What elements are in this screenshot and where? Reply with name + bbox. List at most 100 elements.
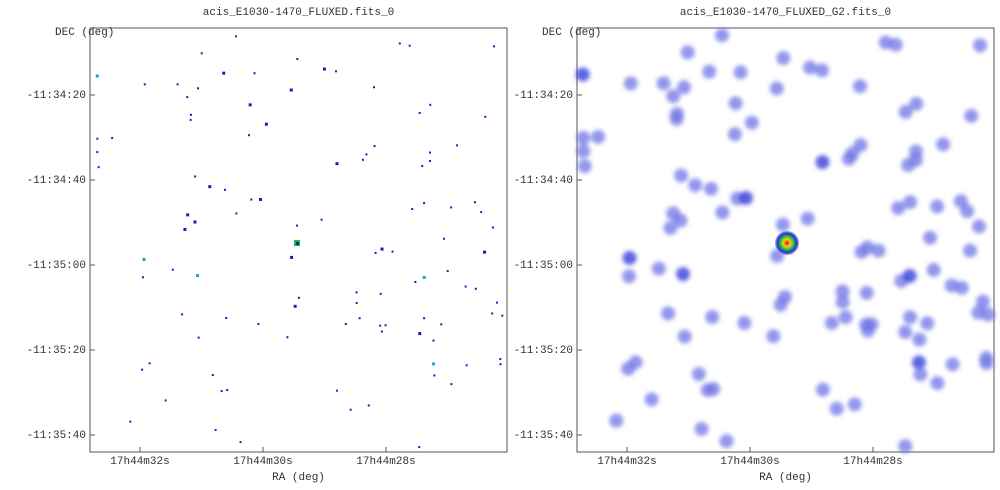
y-tick-label: -11:34:40: [514, 175, 573, 187]
source-pixel: [222, 71, 226, 75]
smoothed-source: [824, 315, 839, 330]
source-pixel: [286, 336, 289, 339]
source-pixel: [141, 276, 144, 279]
smoothed-source: [902, 268, 917, 283]
bright-source: [775, 231, 799, 255]
source-pixel: [186, 213, 190, 217]
source-pixel: [373, 145, 376, 148]
source-pixel: [224, 188, 227, 191]
x-tick-label: 17h44m32s: [597, 456, 656, 468]
smoothed-source: [656, 76, 671, 91]
smoothed-source: [737, 316, 752, 331]
source-pixel: [384, 324, 387, 327]
source-pixel: [296, 58, 299, 61]
source-pixel: [290, 255, 294, 259]
y-tick-label: -11:34:20: [27, 90, 86, 102]
source-pixel: [258, 198, 262, 202]
sky-image: [95, 35, 504, 449]
source-pixel: [483, 250, 487, 254]
source-pixel: [208, 185, 212, 189]
source-pixel: [495, 301, 498, 304]
smoothed-source: [898, 325, 913, 340]
source-pixel: [235, 35, 238, 38]
source-pixel: [440, 323, 443, 326]
smoothed-source: [715, 28, 730, 43]
smoothed-source: [979, 356, 994, 371]
smoothed-source: [860, 323, 875, 338]
source-pixel: [414, 280, 417, 283]
smoothed-source: [971, 305, 986, 320]
smoothed-source: [815, 155, 830, 170]
smoothed-source: [926, 263, 941, 278]
y-tick-label: -11:35:20: [514, 345, 573, 357]
smoothed-source: [913, 367, 928, 382]
smoothed-source: [835, 284, 850, 299]
smoothed-source: [973, 38, 988, 53]
source-pixel: [379, 324, 382, 327]
smoothed-source: [853, 79, 868, 94]
smoothed-source: [898, 104, 913, 119]
smoothed-source: [936, 137, 951, 152]
source-pixel: [293, 304, 297, 308]
source-pixel: [335, 389, 338, 392]
source-pixel: [96, 137, 99, 140]
source-pixel: [432, 339, 435, 342]
smoothed-source: [901, 158, 916, 173]
source-pixel: [373, 86, 376, 89]
source-pixel: [491, 226, 494, 229]
source-pixel: [418, 446, 421, 449]
source-pixel: [484, 115, 487, 118]
source-pixel: [197, 87, 200, 90]
source-pixel: [186, 96, 189, 99]
smoothed-source: [971, 219, 986, 234]
smoothed-source: [651, 261, 666, 276]
source-pixel: [142, 257, 146, 261]
panel-title: acis_E1030-1470_FLUXED_G2.fits_0: [680, 7, 891, 19]
y-tick-label: -11:35:00: [27, 260, 86, 272]
source-pixel: [295, 224, 298, 227]
source-pixel: [189, 118, 192, 121]
source-pixel: [398, 42, 401, 45]
source-pixel: [211, 374, 214, 377]
source-pixel: [148, 362, 151, 365]
source-pixel: [446, 270, 449, 273]
smoothed-source: [644, 392, 659, 407]
source-pixel: [428, 160, 431, 163]
x-axis-label: RA (deg): [272, 472, 325, 484]
source-pixel: [355, 301, 358, 304]
source-pixel: [235, 212, 238, 215]
y-tick-label: -11:34:20: [514, 90, 573, 102]
source-pixel: [443, 237, 446, 240]
source-pixel: [450, 206, 453, 209]
smoothed-source: [945, 357, 960, 372]
smoothed-source: [669, 106, 684, 121]
source-pixel: [361, 158, 364, 161]
smoothed-source: [776, 51, 791, 66]
smoothed-source: [733, 65, 748, 80]
source-pixel: [141, 368, 144, 371]
source-pixel: [193, 220, 197, 224]
smoothed-source: [777, 289, 792, 304]
smoothed-source: [912, 332, 927, 347]
y-tick-label: -11:35:20: [27, 345, 86, 357]
smoothed-source: [953, 194, 968, 209]
smoothed-source: [719, 434, 734, 449]
smoothed-source: [854, 244, 869, 259]
source-pixel: [431, 362, 435, 366]
source-pixel: [418, 111, 421, 114]
source-pixel: [408, 44, 411, 47]
smoothed-source: [903, 195, 918, 210]
bright-source-core: [296, 242, 299, 245]
smoothed-source: [591, 129, 606, 144]
smoothed-source: [847, 397, 862, 412]
source-pixel: [428, 151, 431, 154]
source-pixel: [214, 428, 217, 431]
source-pixel: [418, 332, 422, 336]
smoothed-source: [663, 220, 678, 235]
source-pixel: [423, 202, 426, 205]
panel: acis_E1030-1470_FLUXED.fits_0 DEC (deg) RA…: [27, 7, 508, 484]
smoothed-source: [673, 213, 688, 228]
source-pixel: [335, 162, 339, 166]
smoothed-source: [676, 267, 691, 282]
source-pixel: [456, 144, 459, 147]
